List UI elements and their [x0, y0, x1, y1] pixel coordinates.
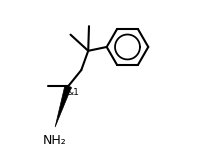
Text: NH₂: NH₂ [43, 134, 67, 147]
Text: &1: &1 [66, 88, 79, 97]
Polygon shape [55, 85, 71, 127]
